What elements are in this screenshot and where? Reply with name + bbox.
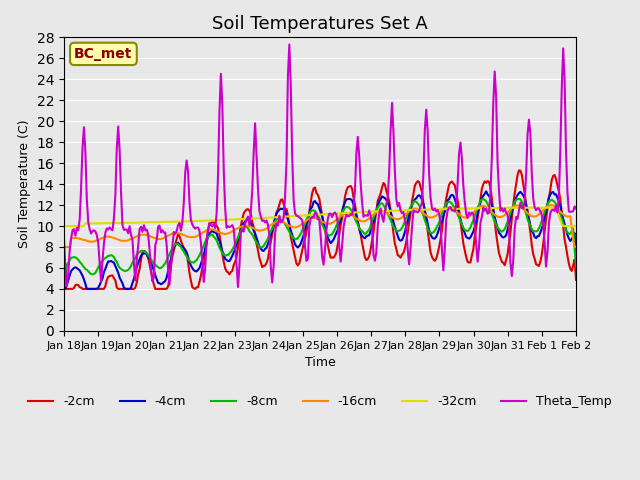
Theta_Temp [572,206,580,212]
Line: -16cm: -16cm [64,205,576,247]
-8cm [479,196,487,202]
-4cm [230,250,237,255]
-16cm [239,223,246,229]
Theta_Temp [60,236,68,242]
X-axis label: Time: Time [305,356,335,369]
-4cm [284,216,292,222]
Y-axis label: Soil Temperature (C): Soil Temperature (C) [18,120,31,248]
Legend: -2cm, -4cm, -8cm, -16cm, -32cm, Theta_Temp: -2cm, -4cm, -8cm, -16cm, -32cm, Theta_Te… [23,390,617,413]
-32cm [212,217,220,223]
Theta_Temp [285,42,293,48]
-8cm [212,238,220,243]
-16cm [230,228,237,233]
Theta_Temp [230,226,237,231]
-2cm [212,223,220,229]
-32cm [60,223,68,229]
Line: -4cm: -4cm [64,192,576,289]
-2cm [60,286,68,292]
-32cm [239,216,246,222]
Title: Soil Temperatures Set A: Soil Temperatures Set A [212,15,428,33]
-2cm [239,216,246,222]
-32cm [123,220,131,226]
-32cm [284,214,292,219]
Theta_Temp [287,82,294,88]
-2cm [572,277,580,283]
-2cm [230,262,237,268]
-8cm [60,286,68,292]
Theta_Temp [240,228,248,234]
-8cm [572,264,580,270]
-2cm [515,168,523,173]
Theta_Temp [547,210,554,216]
-32cm [572,223,580,229]
-16cm [547,202,554,208]
-4cm [545,195,553,201]
Theta_Temp [123,227,131,232]
-2cm [284,212,292,218]
-2cm [545,195,553,201]
Text: BC_met: BC_met [74,47,132,61]
-4cm [483,189,490,194]
-8cm [545,199,553,204]
-16cm [284,222,292,228]
-32cm [230,216,237,222]
-32cm [543,205,551,211]
-2cm [123,286,131,292]
-8cm [230,244,237,250]
-4cm [212,230,220,236]
Theta_Temp [212,211,220,216]
-4cm [123,286,131,292]
-16cm [543,204,551,209]
-16cm [212,228,220,234]
-4cm [60,286,68,292]
Line: -8cm: -8cm [64,199,576,289]
-4cm [572,252,580,258]
Theta_Temp [234,284,242,290]
Line: -2cm: -2cm [64,170,576,289]
-8cm [239,225,246,230]
Line: -32cm: -32cm [64,208,576,226]
Line: Theta_Temp: Theta_Temp [64,45,576,287]
-16cm [572,244,580,250]
-8cm [123,268,131,274]
-16cm [123,238,131,243]
-16cm [60,244,68,250]
-32cm [547,205,554,211]
-4cm [239,223,246,228]
-8cm [284,226,292,232]
